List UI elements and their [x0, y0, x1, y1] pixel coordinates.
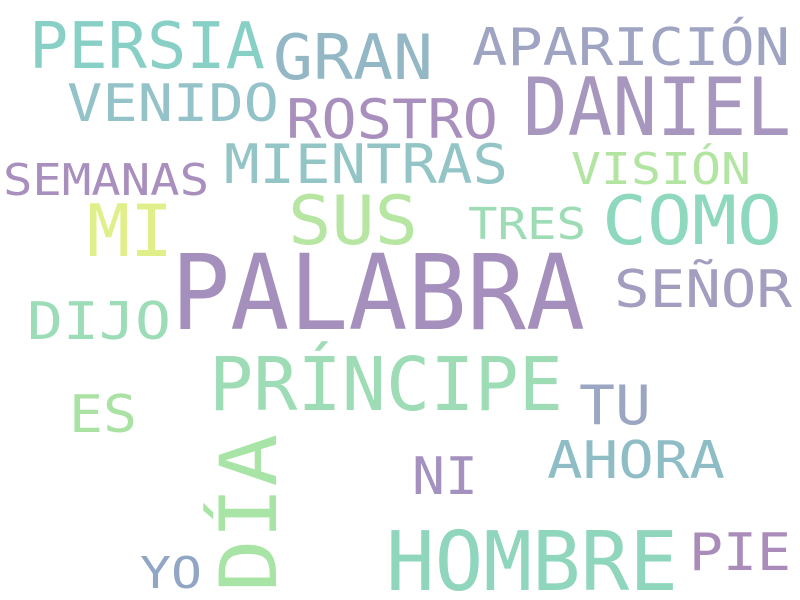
word-yo: YO: [140, 548, 202, 599]
word-mi: MI: [87, 189, 173, 273]
word-vision: VISIÓN: [571, 142, 751, 195]
word-sus: SUS: [288, 182, 418, 261]
word-gran: GRAN: [273, 21, 433, 94]
word-aparicion: APARICIÓN: [472, 16, 790, 78]
word-tres: TRES: [468, 199, 586, 250]
word-semanas: SEMANAS: [3, 155, 209, 206]
word-pie: PIE: [689, 523, 791, 583]
word-rostro: ROSTRO: [286, 88, 498, 151]
word-senor: SEÑOR: [614, 259, 793, 320]
word-dijo: DIJO: [27, 292, 171, 352]
word-como: COMO: [602, 182, 782, 261]
word-venido: VENIDO: [67, 74, 279, 134]
word-palabra: PALABRA: [171, 232, 585, 354]
word-daniel: DANIEL: [523, 61, 791, 154]
word-dia: DÍA: [203, 434, 295, 592]
word-principe: PRÍNCIPE: [209, 340, 563, 428]
word-mientras: MIENTRAS: [224, 133, 508, 196]
word-hombre: HOMBRE: [386, 515, 678, 600]
word-ni: NI: [412, 447, 478, 507]
word-persia: PERSIA: [29, 10, 265, 84]
word-tu: TU: [579, 374, 651, 437]
word-ahora: AHORA: [547, 431, 725, 491]
word-es: ES: [69, 385, 137, 445]
